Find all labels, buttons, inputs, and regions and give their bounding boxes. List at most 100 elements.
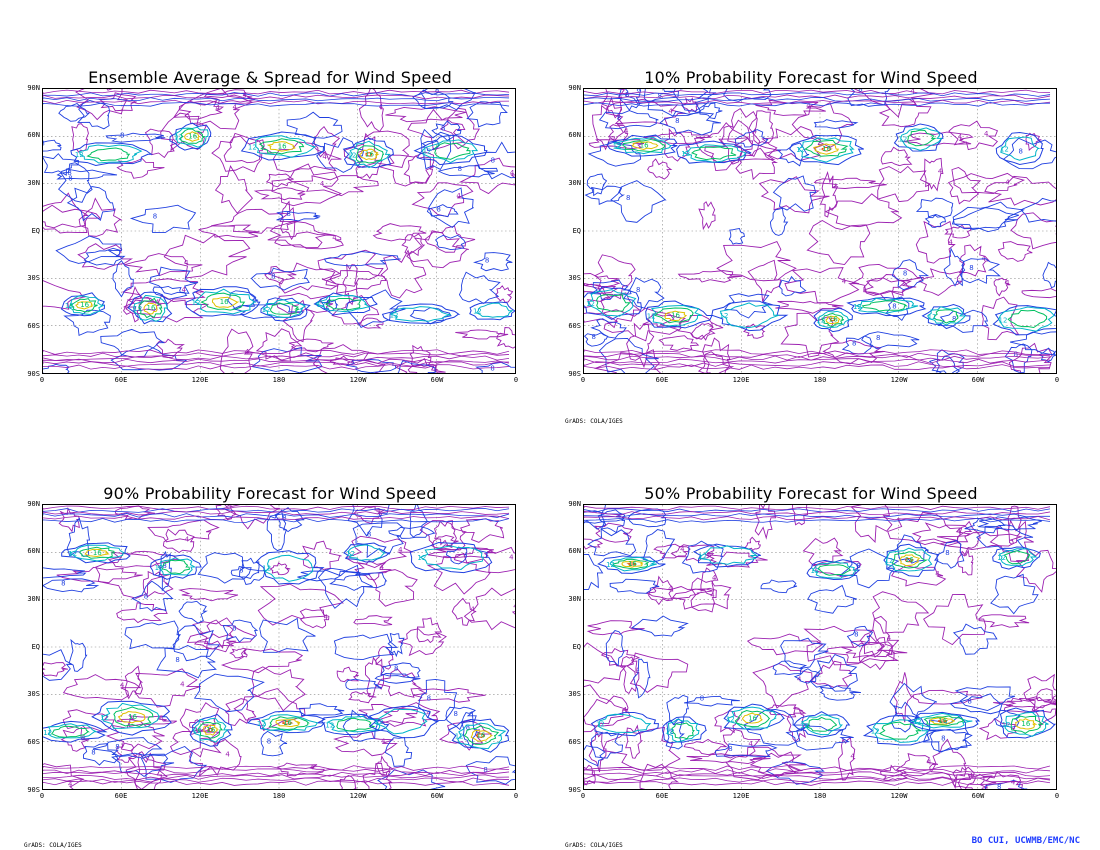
contour-line — [222, 619, 259, 643]
contour-line — [841, 335, 873, 355]
contour-line — [428, 187, 474, 228]
contour-line — [862, 714, 937, 746]
contour-line — [439, 107, 481, 150]
contour-line — [786, 706, 808, 743]
contour-label: 4 — [180, 680, 185, 688]
grads-credit: GrADS: COLA/IGES — [565, 842, 623, 849]
contour-line — [806, 716, 838, 732]
contour-label: 4 — [969, 772, 974, 780]
producer-credit: BO CUI, UCWMB/EMC/NC — [971, 836, 1080, 846]
contour-line — [747, 259, 782, 302]
contour-line — [978, 516, 1042, 531]
contour-line — [621, 560, 644, 568]
contour-line — [316, 137, 365, 173]
contour-line — [872, 719, 929, 743]
contour-line — [622, 277, 665, 309]
contour-line — [952, 623, 998, 655]
contour-label: 4 — [184, 259, 189, 267]
contour-line — [407, 363, 439, 373]
contour-line — [257, 583, 344, 626]
contour-line — [1009, 331, 1056, 356]
contour-line — [681, 540, 724, 574]
contour-line — [664, 310, 688, 321]
grads-credit: GrADS: COLA/IGES — [565, 418, 623, 425]
contour-line — [250, 267, 310, 291]
contour-line — [878, 98, 932, 128]
contour-line — [772, 175, 817, 212]
lat-label: EQ — [31, 227, 40, 235]
lon-label: 0 — [1054, 792, 1060, 800]
contour-line — [343, 542, 391, 563]
contour-plot: 4444444444444444488888888812161212121612… — [584, 505, 1056, 789]
contour-label: 8 — [367, 530, 371, 538]
contour-label: 8 — [852, 339, 856, 347]
contour-line — [445, 706, 477, 731]
contour-label: 12 — [262, 565, 271, 573]
contour-line — [331, 295, 380, 325]
contour-label: 12 — [455, 733, 464, 741]
contour-line — [719, 302, 780, 329]
contour-line — [161, 559, 191, 575]
contour-line — [584, 771, 1051, 777]
contour-line — [847, 89, 890, 107]
contour-line — [43, 352, 510, 358]
contour-line — [891, 551, 929, 569]
contour-line — [374, 673, 421, 684]
contour-line — [584, 364, 1051, 370]
contour-plot: 4444444444444444888888888888888121216121… — [43, 89, 515, 373]
contour-label: 8 — [162, 562, 166, 570]
contour-line — [255, 135, 317, 158]
contour-label: 12 — [816, 317, 825, 325]
contour-line — [61, 542, 131, 564]
contour-label: 12 — [68, 550, 77, 558]
contour-line — [169, 122, 212, 151]
contour-line — [55, 235, 122, 264]
contour-line — [57, 162, 93, 203]
lat-label: 30N — [27, 595, 40, 603]
contour-line — [197, 721, 224, 739]
contour-line — [643, 131, 713, 145]
contour-label: 12 — [606, 561, 615, 569]
contour-line — [496, 327, 515, 349]
contour-label: 8 — [636, 286, 640, 294]
contour-line — [748, 110, 774, 145]
contour-line — [437, 165, 499, 178]
contour-label: 4 — [984, 130, 989, 138]
contour-line — [807, 584, 857, 614]
lon-label: 60E — [114, 792, 128, 800]
contour-label: 4 — [935, 570, 940, 578]
lat-label: 30S — [27, 274, 40, 282]
contour-line — [952, 201, 1026, 233]
contour-line — [43, 765, 510, 771]
contour-label: 8 — [427, 694, 431, 702]
contour-label: 16 — [640, 141, 649, 149]
contour-line — [267, 220, 335, 248]
contour-line — [899, 554, 921, 567]
lon-label: 120W — [890, 376, 908, 384]
contour-line — [699, 102, 723, 120]
contour-line — [923, 594, 987, 646]
contour-label: 4 — [509, 554, 514, 562]
contour-line — [610, 180, 667, 223]
contour-label: 12 — [317, 301, 326, 309]
contour-line — [364, 656, 385, 698]
contour-label: 4 — [68, 781, 73, 789]
contour-label: 8 — [287, 210, 291, 218]
contour-label: 8 — [626, 194, 630, 202]
contour-line — [58, 102, 91, 122]
contour-line — [602, 307, 680, 342]
lat-label: 90S — [27, 370, 40, 378]
contour-line — [682, 144, 747, 163]
contour-line — [240, 131, 325, 161]
contour-line — [342, 137, 395, 169]
contour-map: 4444444444444444888888888888888121216121… — [42, 88, 516, 374]
contour-label: 12 — [596, 721, 605, 729]
contour-line — [806, 219, 871, 266]
contour-line — [592, 96, 625, 151]
contour-line — [595, 294, 631, 312]
lon-label: 120E — [732, 792, 750, 800]
contour-label: 12 — [800, 722, 809, 730]
contour-line — [933, 309, 959, 324]
contour-label: 12 — [1000, 145, 1009, 153]
contour-line — [901, 131, 974, 146]
